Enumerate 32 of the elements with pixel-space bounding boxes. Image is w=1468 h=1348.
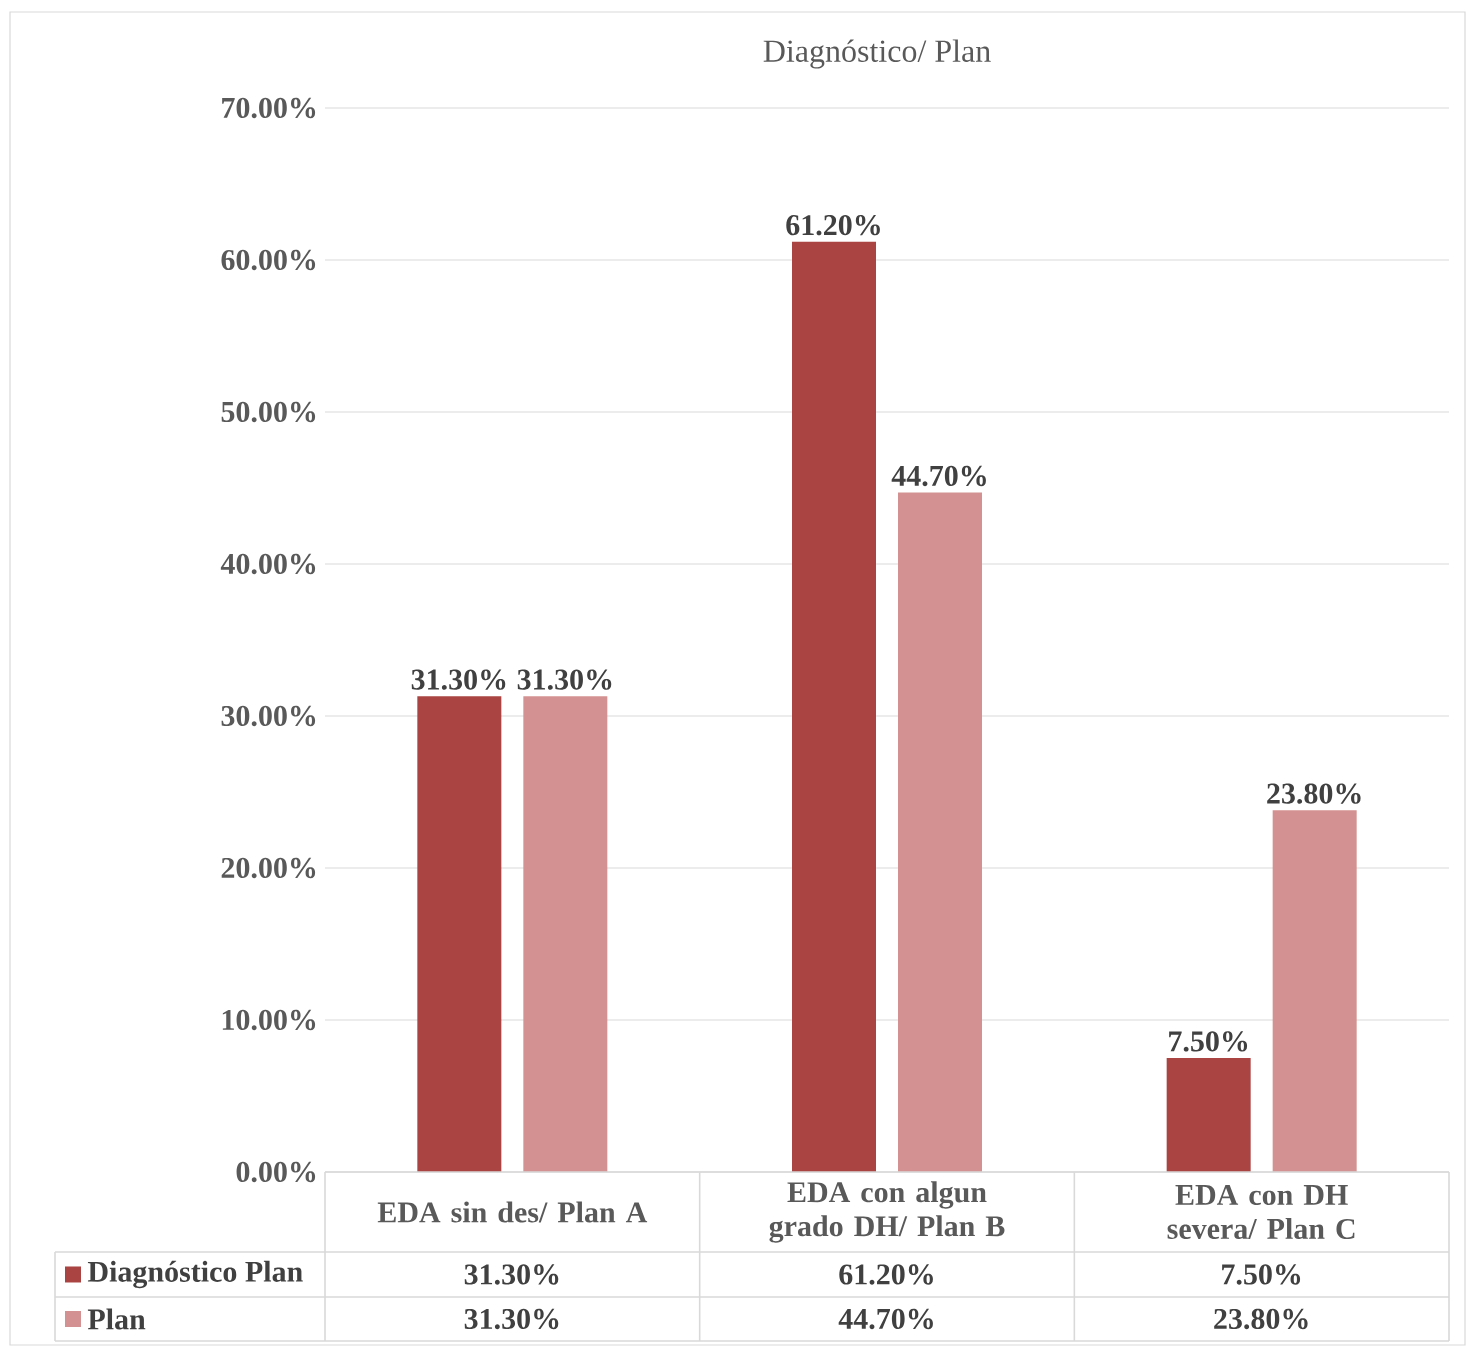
bar [1272,810,1357,1172]
text: 44.70% [891,465,986,487]
text: 7.50% [1169,1031,1248,1052]
legend-label: Plan [87,1308,146,1330]
text: 23.80% [1267,783,1361,804]
data-label: 44.70% [838,1308,933,1330]
y-tick-label: 30.00% [221,705,316,727]
y-tick-label: 0.00% [236,1161,316,1183]
x-tick-label: EDA con algun grado DH/ Plan B [769,1181,1005,1243]
y-tick-label: 50.00% [221,401,316,423]
data-label: 7.50% [1222,1264,1301,1285]
data-label: 61.20% [839,1264,933,1285]
x-tick-label: EDA con DH severa/ Plan C [1167,1184,1355,1240]
bar [417,696,502,1172]
data-label: 23.80% [1214,1308,1308,1330]
y-tick-label: 70.00% [222,97,316,119]
y-tick-label: 60.00% [221,249,316,271]
text: 31.30% [411,669,506,690]
data-label: 31.30% [464,1264,559,1285]
bar [792,241,876,1172]
y-tick-label: 20.00% [221,857,316,879]
legend-label: Diagnóstico Plan [87,1260,303,1289]
bar [898,492,982,1172]
data-label: 31.30% [464,1308,559,1330]
bar [523,696,608,1172]
y-tick-label: 10.00% [222,1009,316,1031]
text: 31.30% [517,669,612,690]
y-tick-label: 40.00% [220,553,316,575]
bar [1166,1057,1251,1172]
text: 61.20% [786,214,880,236]
chart-title: Diagnóstico/ Plan [763,39,991,69]
x-tick-label: EDA sin des/ Plan A [377,1201,648,1223]
